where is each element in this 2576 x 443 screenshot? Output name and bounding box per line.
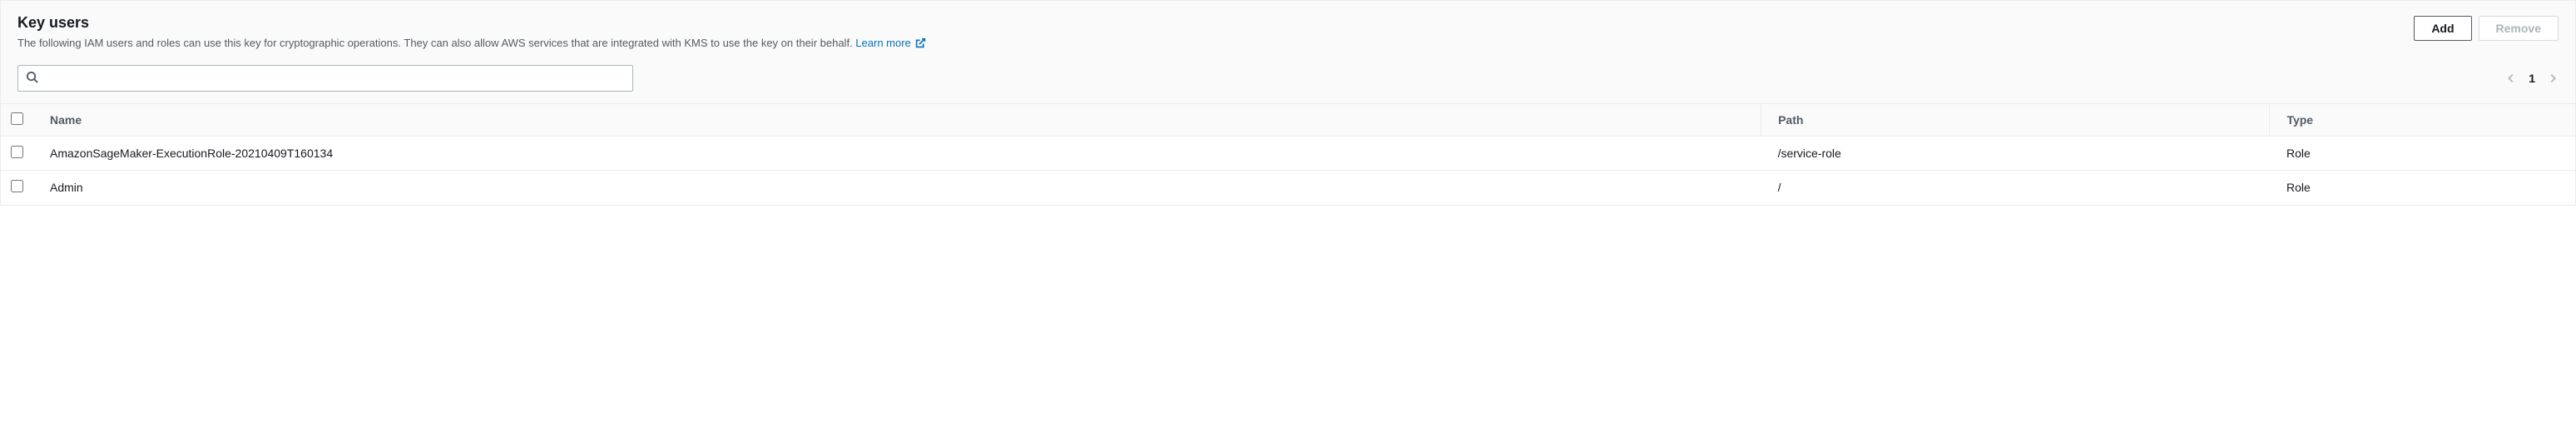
select-all-checkbox[interactable] [11, 112, 23, 125]
pagination: 1 [2505, 72, 2559, 85]
row-checkbox[interactable] [11, 146, 23, 158]
cell-path: / [1761, 170, 2270, 204]
pager-next[interactable] [2547, 72, 2559, 84]
col-header-type[interactable]: Type [2270, 103, 2575, 136]
learn-more-label: Learn more [855, 37, 910, 49]
key-users-table: Name Path Type AmazonSageMaker-Execution… [1, 103, 2575, 205]
chevron-left-icon [2505, 72, 2517, 84]
table-container: Name Path Type AmazonSageMaker-Execution… [1, 103, 2575, 205]
col-header-path[interactable]: Path [1761, 103, 2270, 136]
cell-name: AmazonSageMaker-ExecutionRole-20210409T1… [33, 136, 1761, 170]
add-button[interactable]: Add [2414, 16, 2471, 41]
action-buttons: Add Remove [2414, 14, 2559, 41]
chevron-right-icon [2547, 72, 2559, 84]
cell-name: Admin [33, 170, 1761, 204]
search-wrap [17, 65, 633, 92]
key-users-panel: Key users The following IAM users and ro… [0, 0, 2576, 206]
row-checkbox[interactable] [11, 180, 23, 192]
table-row: Admin / Role [1, 170, 2575, 204]
learn-more-link[interactable]: Learn more [855, 37, 926, 49]
cell-type: Role [2270, 170, 2575, 204]
cell-path: /service-role [1761, 136, 2270, 170]
panel-description: The following IAM users and roles can us… [17, 35, 2414, 52]
table-header-row: Name Path Type [1, 103, 2575, 136]
pager-prev[interactable] [2505, 72, 2517, 84]
search-input[interactable] [17, 65, 633, 92]
panel-title: Key users [17, 14, 2414, 32]
pager-current: 1 [2529, 72, 2535, 85]
description-text: The following IAM users and roles can us… [17, 37, 855, 49]
remove-button: Remove [2479, 16, 2559, 41]
title-block: Key users The following IAM users and ro… [17, 14, 2414, 52]
external-link-icon [915, 37, 926, 48]
table-row: AmazonSageMaker-ExecutionRole-20210409T1… [1, 136, 2575, 170]
select-all-header [1, 103, 33, 136]
toolbar: 1 [17, 65, 2559, 92]
panel-header: Key users The following IAM users and ro… [17, 14, 2559, 52]
search-icon [26, 71, 38, 86]
col-header-name[interactable]: Name [33, 103, 1761, 136]
cell-type: Role [2270, 136, 2575, 170]
